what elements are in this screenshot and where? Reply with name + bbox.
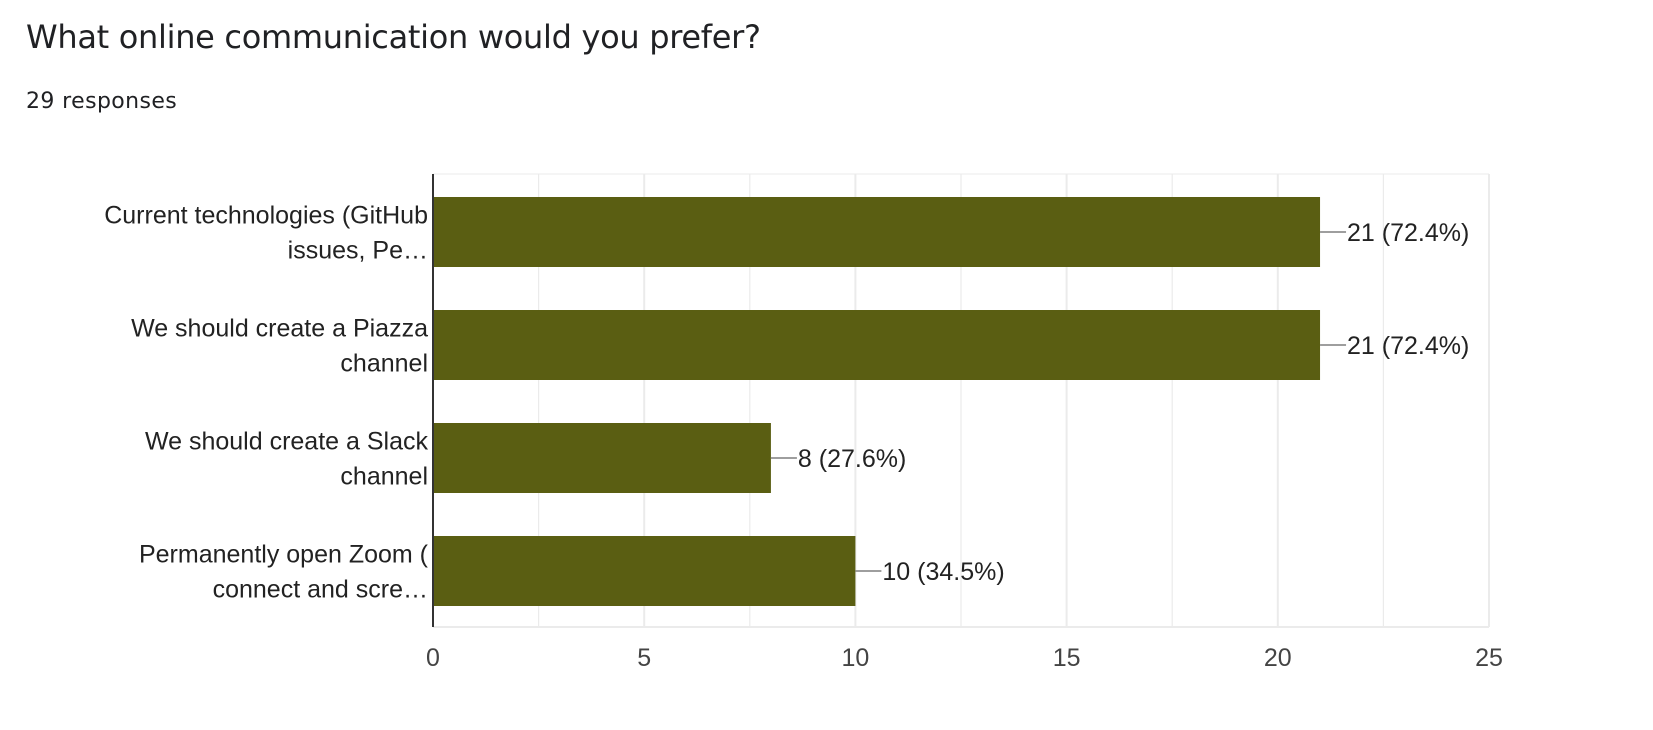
category-label-4-line-2: connect and scre…: [213, 576, 428, 604]
data-label-3: 8 (27.6%): [798, 445, 906, 473]
category-label-4-line-1: Permanently open Zoom (: [139, 541, 429, 569]
category-label-3-line-2: channel: [340, 463, 428, 491]
response-count: 29 responses: [26, 89, 178, 114]
bars: [433, 197, 1321, 606]
data-label-2: 21 (72.4%): [1347, 332, 1469, 360]
x-tick-label: 5: [637, 644, 651, 672]
data-label-4: 10 (34.5%): [882, 558, 1004, 586]
category-label-1-line-2: issues, Pe…: [288, 237, 428, 265]
bar-4[interactable]: [433, 536, 856, 606]
bar-3[interactable]: [433, 423, 771, 493]
category-label-1-line-1: Current technologies (GitHub: [104, 202, 428, 230]
x-tick-label: 0: [426, 644, 440, 672]
x-tick-label: 10: [841, 644, 869, 672]
category-label-2-line-2: channel: [340, 350, 428, 378]
x-tick-label: 15: [1053, 644, 1081, 672]
data-label-1: 21 (72.4%): [1347, 219, 1469, 247]
bar-2[interactable]: [433, 310, 1321, 380]
leader-lines: [770, 231, 1347, 572]
category-label-2-line-1: We should create a Piazza: [131, 315, 428, 343]
question-title: What online communication would you pref…: [26, 18, 761, 56]
x-tick-label: 20: [1264, 644, 1292, 672]
labels: 21 (72.4%) Current technologies (GitHub is…: [104, 202, 1503, 673]
category-label-3-line-1: We should create a Slack: [145, 428, 429, 456]
bar-1[interactable]: [433, 197, 1321, 267]
x-tick-label: 25: [1475, 644, 1503, 672]
